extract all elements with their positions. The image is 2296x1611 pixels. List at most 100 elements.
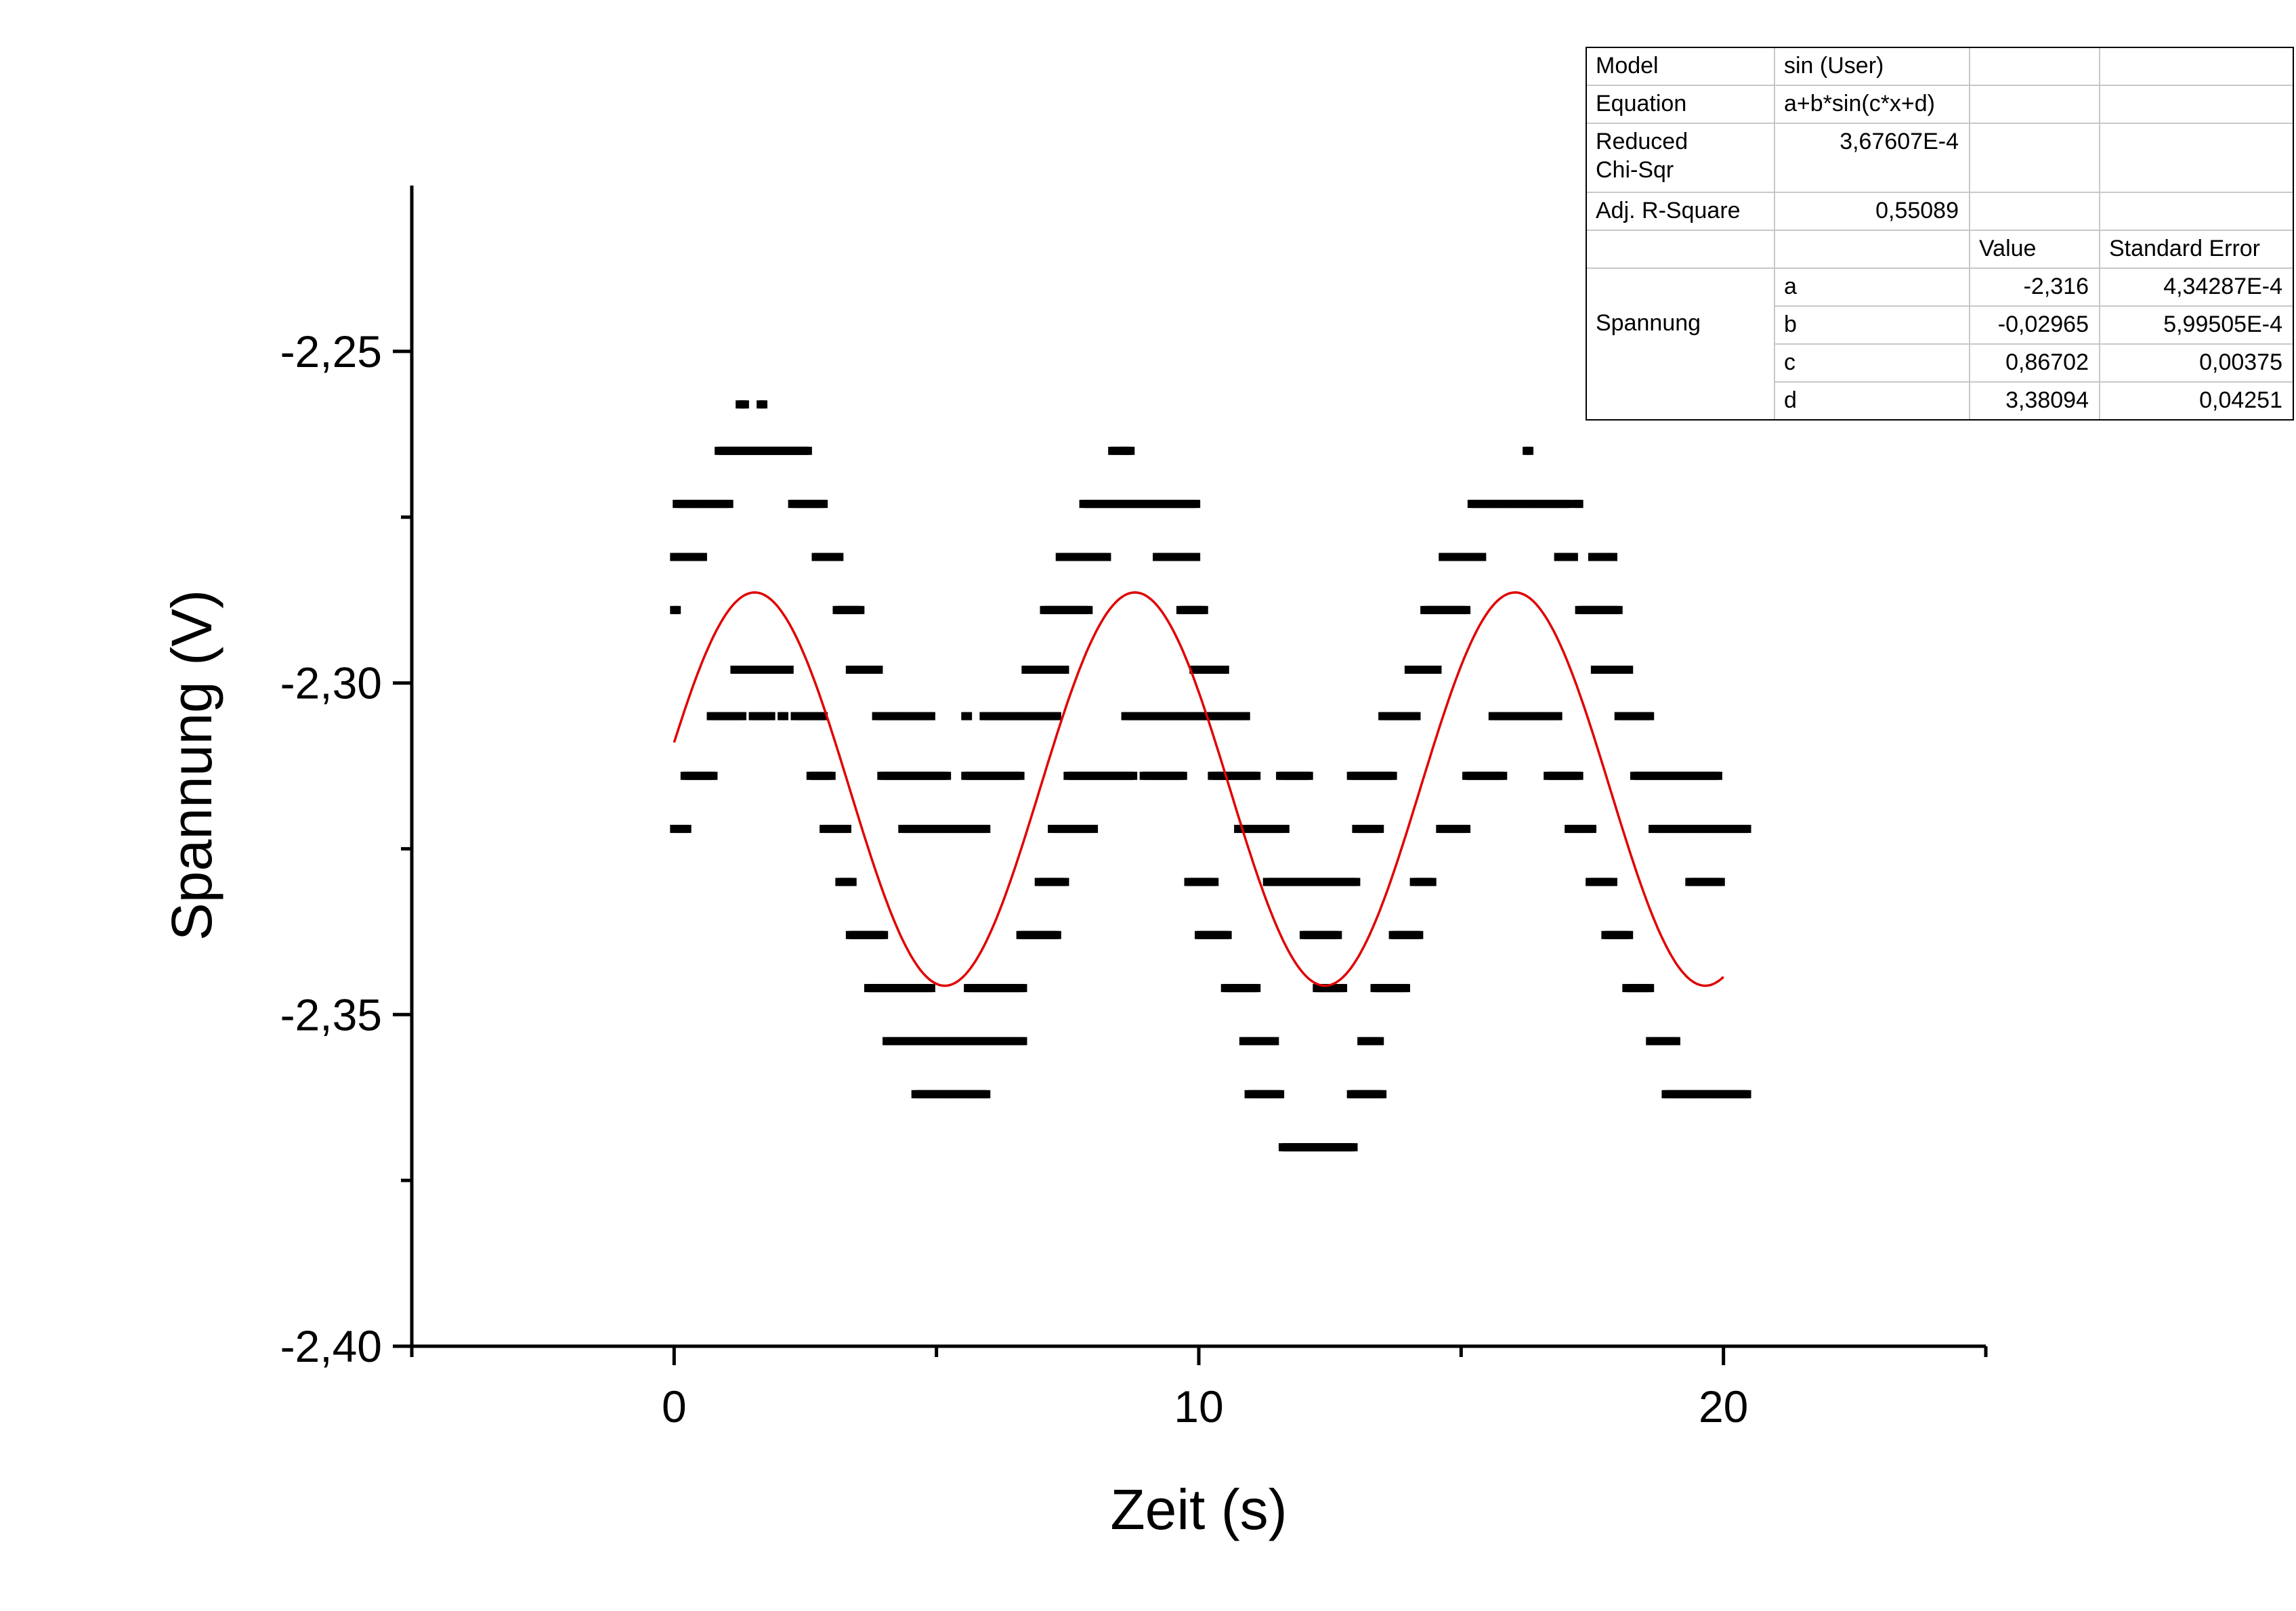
table-border xyxy=(1586,47,2294,421)
x-tick-label: 20 xyxy=(1699,1381,1748,1432)
table-cell: a xyxy=(1784,274,1797,299)
fit-results-table: Model sin (User) Equation a+b*sin(c*x+d) Red… xyxy=(1586,47,2294,421)
table-cell: -0,02965 xyxy=(1998,312,2089,337)
data-point xyxy=(820,500,828,509)
table-cell: 3,38094 xyxy=(2005,387,2089,413)
data-point xyxy=(1103,553,1111,561)
data-point xyxy=(1281,825,1290,834)
data-point xyxy=(1019,1037,1027,1046)
data-point xyxy=(1061,665,1069,674)
table-cell: d xyxy=(1784,387,1797,413)
data-point xyxy=(767,712,775,721)
data-point xyxy=(1462,605,1471,614)
data-point xyxy=(874,665,883,674)
data-point xyxy=(1210,878,1219,886)
table-cell: Adj. R-Square xyxy=(1596,198,1741,223)
y-tick-label: -2,30 xyxy=(280,658,382,708)
data-point xyxy=(780,712,789,721)
data-point xyxy=(1192,500,1201,509)
data-point xyxy=(1223,930,1232,939)
table-cell: 5,99505E-4 xyxy=(2163,312,2282,337)
data-point xyxy=(964,712,973,721)
data-point xyxy=(827,771,836,780)
x-ticks: 0 10 20 xyxy=(410,1346,1988,1432)
data-point xyxy=(738,712,747,721)
data-point xyxy=(1178,771,1187,780)
data-point xyxy=(848,878,857,886)
data-point xyxy=(1220,665,1229,674)
table-cell: Value xyxy=(1979,236,2036,261)
data-point xyxy=(1019,984,1027,993)
data-point xyxy=(1428,878,1437,886)
data-point xyxy=(1588,825,1596,834)
table-cell: sin (User) xyxy=(1784,53,1884,79)
table-cell: c xyxy=(1784,349,1795,375)
fit-curve xyxy=(673,591,1724,987)
data-point xyxy=(880,930,889,939)
data-point xyxy=(1525,446,1534,455)
y-tick-label: -2,25 xyxy=(280,326,382,377)
table-cell: 3,67607E-4 xyxy=(1840,129,1959,154)
table-cell: -2,316 xyxy=(2024,274,2089,299)
table-cell: Equation xyxy=(1596,91,1686,116)
y-tick-label: -2,35 xyxy=(280,989,382,1039)
x-tick-label: 0 xyxy=(662,1381,687,1432)
data-point xyxy=(1609,878,1617,886)
table-cell: 0,00375 xyxy=(2199,349,2282,375)
data-point xyxy=(1339,984,1348,993)
data-point xyxy=(1252,771,1261,780)
data-point xyxy=(1565,500,1573,509)
data-point xyxy=(1625,665,1634,674)
data-point xyxy=(1126,446,1135,455)
data-point xyxy=(843,825,851,834)
data-point xyxy=(1053,930,1061,939)
data-point xyxy=(698,553,707,561)
data-point xyxy=(856,605,865,614)
data-point xyxy=(1415,930,1424,939)
table-cell: Spannung xyxy=(1596,310,1701,336)
data-point xyxy=(1646,984,1655,993)
table-cell: b xyxy=(1784,312,1797,337)
data-point xyxy=(1349,1143,1358,1152)
data-point xyxy=(1090,825,1099,834)
data-point xyxy=(1433,665,1442,674)
data-point xyxy=(1499,771,1508,780)
table-cell: 0,04251 xyxy=(2199,387,2282,413)
data-point xyxy=(740,400,749,409)
data-point xyxy=(1304,771,1313,780)
data-point xyxy=(1378,1090,1387,1098)
data-point xyxy=(803,446,812,455)
data-point xyxy=(725,500,734,509)
data-point xyxy=(1625,930,1634,939)
data-point xyxy=(835,553,844,561)
data-point xyxy=(1462,825,1471,834)
data-point xyxy=(709,771,718,780)
data-point xyxy=(759,400,768,409)
data-point xyxy=(1716,878,1725,886)
data-point xyxy=(1376,1037,1384,1046)
data-point xyxy=(1478,553,1487,561)
table-cell: a+b*sin(c*x+d) xyxy=(1784,91,1935,116)
data-point xyxy=(1609,553,1617,561)
data-point xyxy=(982,1090,991,1098)
y-axis-title: Spannung (V) xyxy=(160,590,224,941)
data-point xyxy=(1743,825,1751,834)
table-cell: 0,86702 xyxy=(2005,349,2089,375)
data-point xyxy=(785,665,794,674)
chart-axes xyxy=(410,186,1986,1348)
table-cell: Reduced xyxy=(1596,129,1688,154)
data-point xyxy=(1016,771,1025,780)
data-point xyxy=(943,771,952,780)
data-point xyxy=(1129,771,1138,780)
data-point xyxy=(1352,878,1361,886)
data-point xyxy=(1614,605,1623,614)
data-point xyxy=(1053,712,1061,721)
y-tick-label: -2,40 xyxy=(280,1321,382,1371)
data-point xyxy=(1672,1037,1680,1046)
data-point xyxy=(1569,553,1578,561)
data-point xyxy=(1252,984,1261,993)
data-point xyxy=(927,712,935,721)
data-point xyxy=(1199,605,1208,614)
data-point xyxy=(683,825,692,834)
